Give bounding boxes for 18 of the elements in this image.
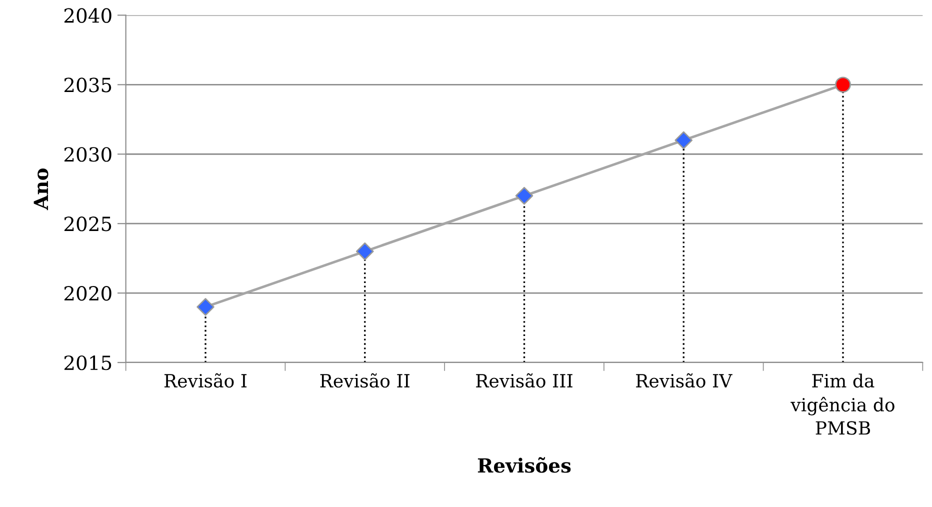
x-tick-label: Revisão I [164, 373, 247, 388]
point [674, 131, 693, 150]
point [515, 186, 534, 205]
x-tick-label: Revisão IV [636, 373, 732, 388]
point [196, 298, 214, 316]
y-tick-label: 2025 [64, 216, 112, 232]
x-tick-label: Revisão II [320, 373, 410, 388]
y-tick-label: 2020 [64, 286, 112, 301]
x-tick-label: Revisão III [476, 373, 572, 388]
x-tick-label: Fim da vigência do PMSB [790, 374, 894, 435]
point [835, 76, 851, 93]
point [356, 242, 374, 260]
y-tick-label: 2015 [64, 355, 112, 370]
y-axis-title: Ano [34, 168, 48, 210]
y-tick-label: 2040 [64, 8, 112, 23]
y-tick-label: 2035 [64, 78, 112, 92]
x-axis-title: Revisões [478, 457, 571, 473]
y-tick-label: 2030 [64, 147, 112, 162]
